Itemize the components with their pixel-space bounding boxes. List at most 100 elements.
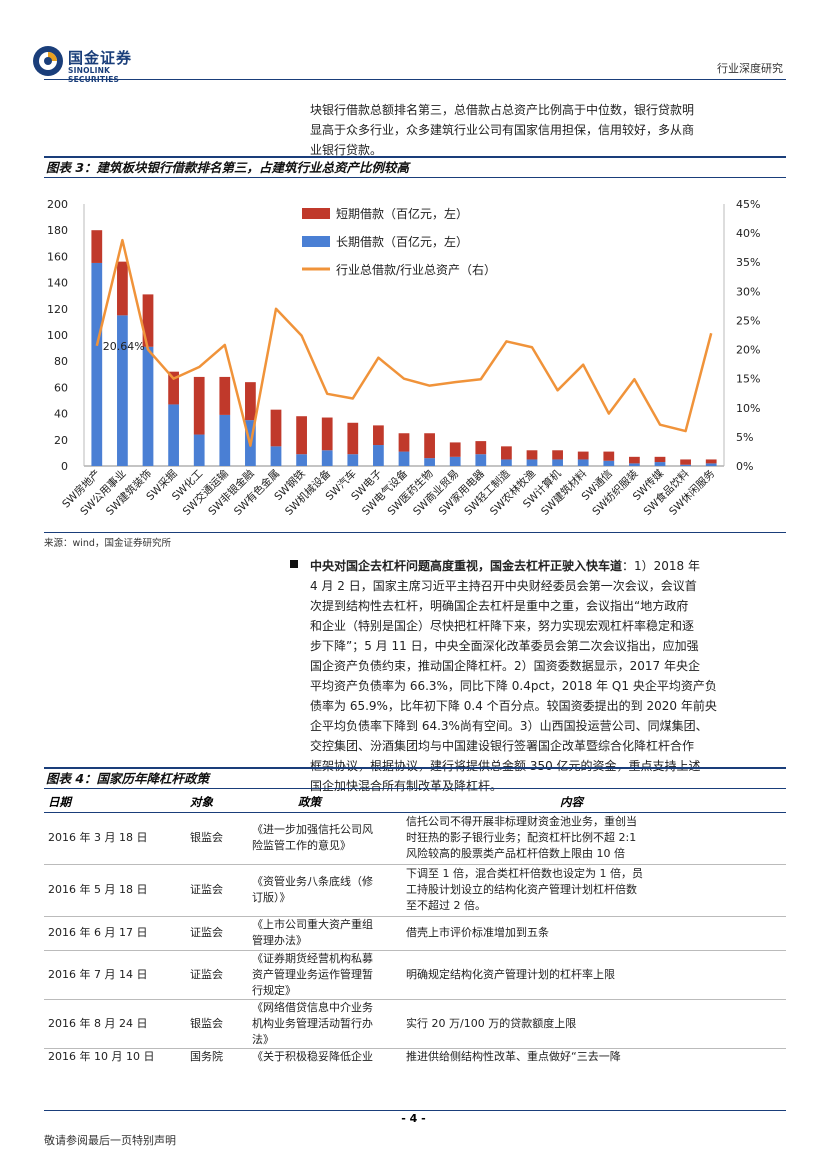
- figure-3-source: 来源：wind，国金证券研究所: [44, 532, 786, 549]
- y2-tick-label: 35%: [736, 256, 760, 269]
- bar-short-term: [142, 294, 154, 347]
- legend-label-short: 短期借款（百亿元，左）: [336, 206, 468, 221]
- cell-content: 下调至 1 倍，混合类杠杆倍数也设定为 1 倍，员 工持股计划设立的结构化资产管理…: [400, 864, 786, 917]
- intro-line: 业银行贷款。: [310, 143, 383, 157]
- cell-org: 证监会: [186, 916, 248, 951]
- bar-long-term: [501, 459, 512, 466]
- cell-date: 2016 年 7 月 14 日: [44, 950, 186, 1000]
- bar-long-term: [91, 262, 103, 466]
- y-tick-label: 20: [54, 434, 68, 447]
- bar-long-term: [168, 404, 179, 466]
- bar-short-term: [91, 230, 103, 263]
- company-logo: 国金证券 SINOLINK SECURITIES: [32, 45, 157, 84]
- cell-content: 推进供给侧结构性改革、重点做好“三去一降: [406, 1050, 621, 1064]
- page-number: - 4 -: [401, 1112, 426, 1125]
- cell-org: 银监会: [186, 999, 248, 1049]
- cell-content: 实行 20 万/100 万的贷款额度上限: [400, 999, 786, 1049]
- borrowing-chart-svg: 0 20 40 60 80 100 120 140 160 180 200 0% 5% 10% 15% 20%…: [47, 198, 760, 518]
- y-tick-label: 200: [47, 198, 68, 211]
- bar-long-term: [577, 459, 589, 466]
- logo-english-text: SINOLINK SECURITIES: [68, 66, 119, 84]
- bar-short-term: [219, 376, 231, 415]
- bar-long-term: [270, 446, 282, 466]
- column-header-org: 对象: [186, 792, 248, 813]
- bar-short-term: [424, 433, 435, 459]
- bar-short-term: [245, 382, 256, 421]
- cell-date: 2016 年 3 月 18 日: [44, 812, 186, 865]
- column-header-policy: 政策: [248, 792, 400, 813]
- bar-short-term: [449, 442, 461, 457]
- bar-short-term: [347, 422, 359, 455]
- y2-tick-label: 45%: [736, 198, 760, 211]
- cell-content: 借壳上市评价标准增加到五条: [400, 916, 786, 951]
- bar-short-term: [373, 425, 384, 446]
- figure-3-title: 图表 3：建筑板块银行借款排名第三，占建筑行业总资产比例较高: [44, 156, 786, 178]
- y-tick-label: 80: [54, 355, 68, 368]
- bar-short-term: [629, 456, 640, 464]
- bar-short-term: [168, 371, 179, 405]
- bar-long-term: [552, 459, 563, 466]
- bar-long-term: [526, 459, 538, 466]
- y2-tick-label: 40%: [736, 227, 760, 240]
- cell-policy: 《上市公司重大资产重组 管理办法》: [248, 916, 400, 951]
- bullet-line: 和企业（特别是国企）尽快把杠杆降下来，努力实现宏观杠杆率稳定和逐: [310, 619, 695, 633]
- cell-org: 证监会: [186, 864, 248, 917]
- cell-content: 信托公司不得开展非标理财资金池业务，重创当 时狂热的影子银行业务；配资杠杆比例不超…: [400, 812, 786, 865]
- cell-org: 证监会: [186, 950, 248, 1000]
- column-header-date: 日期: [44, 792, 186, 813]
- y-tick-label: 180: [47, 224, 68, 237]
- y-tick-label: 0: [61, 460, 68, 473]
- disclaimer-note: 敬请参阅最后一页特别声明: [44, 1134, 176, 1147]
- y2-tick-label: 0%: [736, 460, 753, 473]
- table-row: 2016 年 5 月 18 日证监会 《资管业务八条底线（修 订版）》 下调至 1 倍…: [44, 864, 786, 917]
- y-tick-label: 120: [47, 303, 68, 316]
- bar-long-term: [424, 458, 435, 466]
- bullet-line: 平均资产负债率为 66.3%，同比下降 0.4pct，2018 年 Q1 央企平…: [310, 679, 717, 693]
- table-row: 2016 年 8 月 24 日银监会 《网络借贷信息中介业务 机构业务管理活动暂行办…: [44, 999, 786, 1049]
- cell-date: 2016 年 8 月 24 日: [44, 999, 186, 1049]
- bar-short-term: [270, 409, 282, 447]
- y-tick-label: 40: [54, 408, 68, 421]
- bullet-paragraph: 中央对国企去杠杆问题高度重视，国金去杠杆正驶入快车道：1）2018 年 4 月 2…: [310, 556, 786, 796]
- figure-4-title: 图表 4：国家历年降杠杆政策: [44, 767, 786, 789]
- bar-long-term: [321, 450, 333, 466]
- cell-date: 2016 年 5 月 18 日: [44, 864, 186, 917]
- y2-tick-label: 25%: [736, 314, 760, 327]
- bar-long-term: [449, 456, 461, 466]
- bar-short-term: [603, 451, 615, 461]
- bar-long-term: [705, 463, 717, 466]
- y2-tick-label: 15%: [736, 373, 760, 386]
- bar-long-term: [398, 451, 410, 466]
- bar-long-term: [629, 463, 640, 466]
- legend-swatch-long: [302, 236, 330, 247]
- bullet-line: 企平均负债率下降到 64.3%尚有空间。3）山西国投运营公司、同煤集团、: [310, 719, 708, 733]
- bar-short-term: [193, 376, 205, 435]
- cell-policy: 《关于积极稳妥降低企业: [252, 1050, 373, 1064]
- bar-short-term: [117, 261, 128, 316]
- bar-short-term: [654, 456, 666, 463]
- cell-date: 2016 年 10 月 10 日: [48, 1050, 155, 1064]
- bar-long-term: [373, 445, 384, 466]
- bar-short-term: [705, 459, 717, 464]
- bar-long-term: [475, 454, 487, 466]
- bar-long-term: [219, 414, 231, 466]
- bar-long-term: [680, 464, 691, 466]
- ratio-line: [95, 238, 713, 447]
- cell-policy: 《网络借贷信息中介业务 机构业务管理活动暂行办 法》: [248, 999, 400, 1049]
- bar-long-term: [347, 454, 359, 466]
- bar-short-term: [296, 416, 307, 455]
- bar-short-term: [321, 417, 333, 451]
- cell-org: 国务院: [190, 1050, 223, 1064]
- policy-table: 日期 对象 政策 内容 2016 年 3 月 18 日银监会 《进一步加强信托公司…: [44, 792, 786, 1066]
- bullet-line: 次提到结构性去杠杆，明确国企去杠杆是重中之重，会议指出“地方政府: [310, 599, 689, 613]
- legend-label-long: 长期借款（百亿元，左）: [336, 234, 468, 249]
- bullet-line: 交控集团、汾酒集团均与中国建设银行签署国企改革暨综合化降杠杆合作: [310, 739, 695, 753]
- logo-chinese-text: 国金证券: [68, 49, 133, 67]
- bullet-square-icon: [290, 560, 298, 568]
- intro-line: 块银行借款总额排名第三，总借款占总资产比例高于中位数，银行贷款明: [310, 103, 695, 117]
- report-section-label: 行业深度研究: [717, 62, 783, 75]
- cell-content: 明确规定结构化资产管理计划的杠杆率上限: [400, 950, 786, 1000]
- cell-date: 2016 年 6 月 17 日: [44, 916, 186, 951]
- bar-short-term: [475, 441, 487, 455]
- legend-swatch-short: [302, 208, 330, 219]
